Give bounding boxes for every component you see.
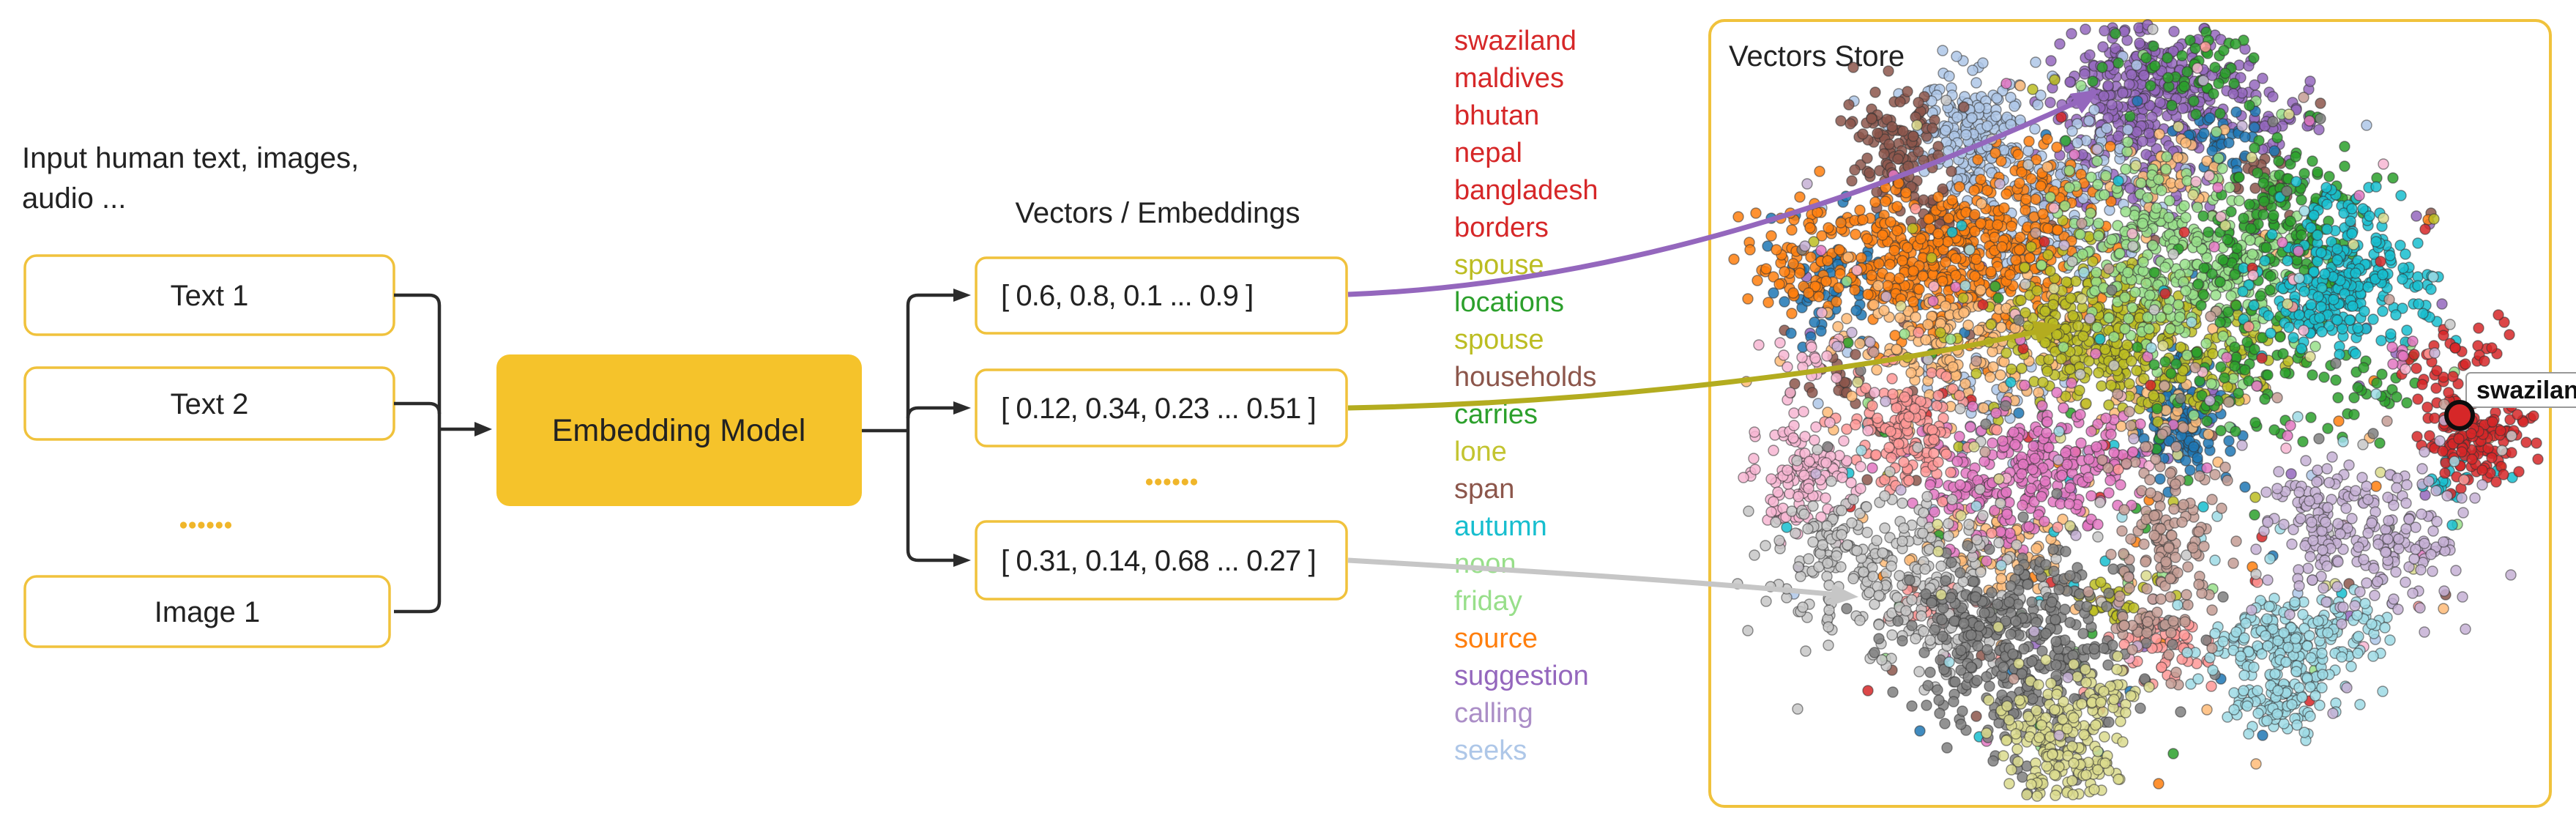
svg-text:swaziland: swaziland	[1454, 26, 1577, 56]
svg-text:nepal: nepal	[1454, 138, 1522, 168]
svg-text:Text 2: Text 2	[171, 388, 249, 420]
svg-text:span: span	[1454, 474, 1514, 505]
svg-text:maldives: maldives	[1454, 63, 1564, 94]
svg-text:locations: locations	[1454, 287, 1564, 318]
svg-text:source: source	[1454, 623, 1538, 654]
svg-text:seeks: seeks	[1454, 735, 1527, 766]
svg-text:lone: lone	[1454, 437, 1507, 467]
svg-text:calling: calling	[1454, 698, 1533, 729]
svg-text:suggestion: suggestion	[1454, 661, 1589, 691]
svg-text:Embedding Model: Embedding Model	[552, 413, 806, 448]
svg-text:Input human text, images,: Input human text, images,	[22, 142, 359, 174]
svg-text:borders: borders	[1454, 212, 1549, 243]
svg-text:bangladesh: bangladesh	[1454, 175, 1598, 206]
svg-text:Vectors Store: Vectors Store	[1729, 40, 1905, 73]
svg-text:households: households	[1454, 362, 1596, 393]
svg-text:[ 0.31, 0.14, 0.68 ... 0.27 ]: [ 0.31, 0.14, 0.68 ... 0.27 ]	[1001, 545, 1316, 577]
svg-text:audio ...: audio ...	[22, 182, 126, 215]
svg-text:[ 0.6, 0.8, 0.1 ... 0.9 ]: [ 0.6, 0.8, 0.1 ... 0.9 ]	[1001, 280, 1253, 312]
svg-text:[ 0.12, 0.34, 0.23 ... 0.51 ]: [ 0.12, 0.34, 0.23 ... 0.51 ]	[1001, 393, 1316, 425]
svg-text:friday: friday	[1454, 586, 1522, 617]
svg-text:Image 1: Image 1	[155, 596, 261, 628]
svg-text:autumn: autumn	[1454, 511, 1547, 542]
svg-text:Text 1: Text 1	[171, 280, 249, 312]
svg-text:noon: noon	[1454, 549, 1516, 579]
svg-text:Vectors / Embeddings: Vectors / Embeddings	[1015, 197, 1300, 229]
svg-text:spouse: spouse	[1454, 324, 1544, 355]
svg-text:bhutan: bhutan	[1454, 100, 1539, 131]
